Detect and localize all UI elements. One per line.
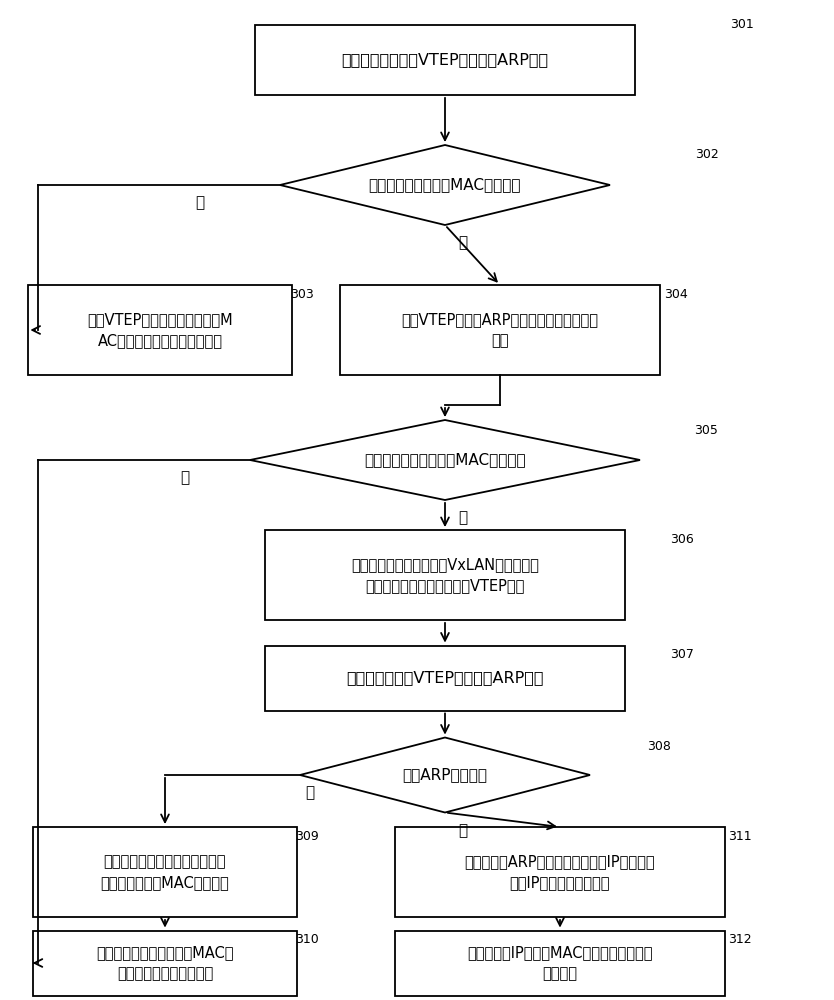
Text: 307: 307 [670,648,694,661]
Text: 收到ARP请求响应: 收到ARP请求响应 [403,768,488,782]
Bar [33,930,298,996]
Text: 本地有第二虚拟机的MAC地址表项: 本地有第二虚拟机的MAC地址表项 [369,178,521,192]
Text: 否: 否 [459,235,468,250]
Text: 第一虚拟机向第一VTEP设备发送ARP请求: 第一虚拟机向第一VTEP设备发送ARP请求 [341,52,549,68]
Text: 控制网元将第二虚拟机的MAC地
址表项发送给第一虚拟机: 控制网元将第二虚拟机的MAC地 址表项发送给第一虚拟机 [96,945,234,981]
Text: 控制网元向全部VTEP节点泛洪ARP请求: 控制网元向全部VTEP节点泛洪ARP请求 [346,670,544,686]
Polygon shape [300,738,590,812]
Text: 否: 否 [459,823,468,838]
Text: 309: 309 [295,830,319,843]
Bar [33,827,298,917]
Text: 是: 是 [180,471,189,486]
Text: 否: 否 [459,510,468,526]
Polygon shape [280,145,610,225]
Text: 305: 305 [694,424,718,437]
Polygon shape [250,420,640,500]
Text: 控制网元将IP网关的MAC地址表项发送给第
一虚拟机: 控制网元将IP网关的MAC地址表项发送给第 一虚拟机 [467,945,653,981]
Text: 306: 306 [670,533,694,546]
Text: 第一VTEP设备将第二虚拟机的M
AC地址表项发送给第一虚拟机: 第一VTEP设备将第二虚拟机的M AC地址表项发送给第一虚拟机 [88,312,233,348]
Bar [265,646,625,710]
Text: 301: 301 [730,18,754,31]
Bar [255,25,635,95]
Text: 303: 303 [290,288,314,301]
Text: 控制网元查询相应的租户VxLAN集合表，以
得到第一虚拟机能够访问的VTEP节点: 控制网元查询相应的租户VxLAN集合表，以 得到第一虚拟机能够访问的VTEP节点 [351,557,539,593]
Text: 308: 308 [647,740,671,753]
Bar [395,930,725,996]
Text: 310: 310 [295,933,319,946]
Text: 控制网元将ARP请求转发给相应的IP网关，以
便由IP网关进行相应处理: 控制网元将ARP请求转发给相应的IP网关，以 便由IP网关进行相应处理 [465,854,656,890]
Bar [340,285,660,375]
Text: 是: 是 [305,786,314,800]
Text: 第一VTEP设备将ARP请求转发给相应的控制
网元: 第一VTEP设备将ARP请求转发给相应的控制 网元 [401,312,599,348]
Text: 控制网元有第二虚拟机MAC地址表项: 控制网元有第二虚拟机MAC地址表项 [364,452,525,468]
Text: 304: 304 [664,288,688,301]
Text: 是: 是 [195,196,204,211]
Bar [395,827,725,917]
Bar [28,285,293,375]
Text: 312: 312 [728,933,751,946]
Text: 302: 302 [695,148,719,161]
Text: 控制网元增加与第一虚拟机和第
二虚拟机相应的MAC地址表项: 控制网元增加与第一虚拟机和第 二虚拟机相应的MAC地址表项 [101,854,229,890]
Text: 311: 311 [728,830,751,843]
Bar [265,530,625,620]
